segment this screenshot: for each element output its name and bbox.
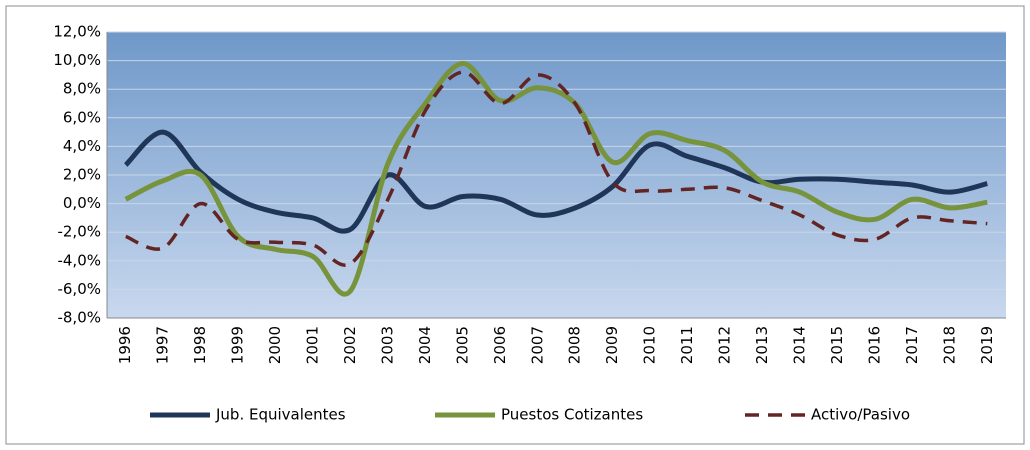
y-tick-label: 10,0% [53, 51, 101, 69]
x-tick-label: 2008 [566, 326, 584, 364]
x-tick-label: 2015 [828, 326, 846, 364]
x-tick-label: 2002 [341, 326, 359, 364]
x-tick-label: 2009 [603, 326, 621, 364]
y-tick-label: 8,0% [63, 80, 101, 98]
line-series [124, 60, 988, 297]
x-tick-label: 2019 [978, 326, 996, 364]
x-tick-label: 2016 [865, 326, 883, 364]
line-series [123, 129, 988, 234]
x-tick-label: 2017 [903, 326, 921, 364]
x-tick-label: 1997 [154, 326, 172, 364]
x-tick-label: 2011 [678, 326, 696, 364]
y-tick-label: 2,0% [63, 166, 101, 184]
x-tick-label: 2013 [753, 326, 771, 364]
line-series [125, 70, 988, 267]
x-tick-label: 2007 [528, 326, 546, 364]
x-tick-label: 2001 [304, 326, 322, 364]
y-tick-label: 4,0% [63, 137, 101, 155]
y-tick-label: 6,0% [63, 108, 101, 126]
y-tick-label: 12,0% [53, 23, 101, 41]
x-tick-label: 2003 [378, 326, 396, 364]
y-tick-label: 0,0% [63, 194, 101, 212]
y-tick-label: -2,0% [57, 223, 101, 241]
y-tick-label: -4,0% [57, 251, 101, 269]
y-tick-label: -8,0% [57, 309, 101, 327]
x-tick-label: 1998 [191, 326, 209, 364]
x-tick-label: 1999 [229, 326, 247, 364]
y-tick-label: -6,0% [57, 280, 101, 298]
x-tick-label: 2014 [790, 326, 808, 364]
x-tick-label: 2006 [491, 326, 509, 364]
x-tick-label: 2012 [716, 326, 734, 364]
x-tick-label: 2004 [416, 326, 434, 364]
legend-label: Puestos Cotizantes [501, 406, 643, 424]
legend-label: Activo/Pasivo [811, 406, 910, 424]
x-tick-label: 2005 [453, 326, 471, 364]
x-tick-label: 1996 [116, 326, 134, 364]
x-tick-label: 2018 [940, 326, 958, 364]
x-tick-label: 2000 [266, 326, 284, 364]
x-tick-label: 2010 [641, 326, 659, 364]
legend-label: Jub. Equivalentes [215, 406, 346, 424]
